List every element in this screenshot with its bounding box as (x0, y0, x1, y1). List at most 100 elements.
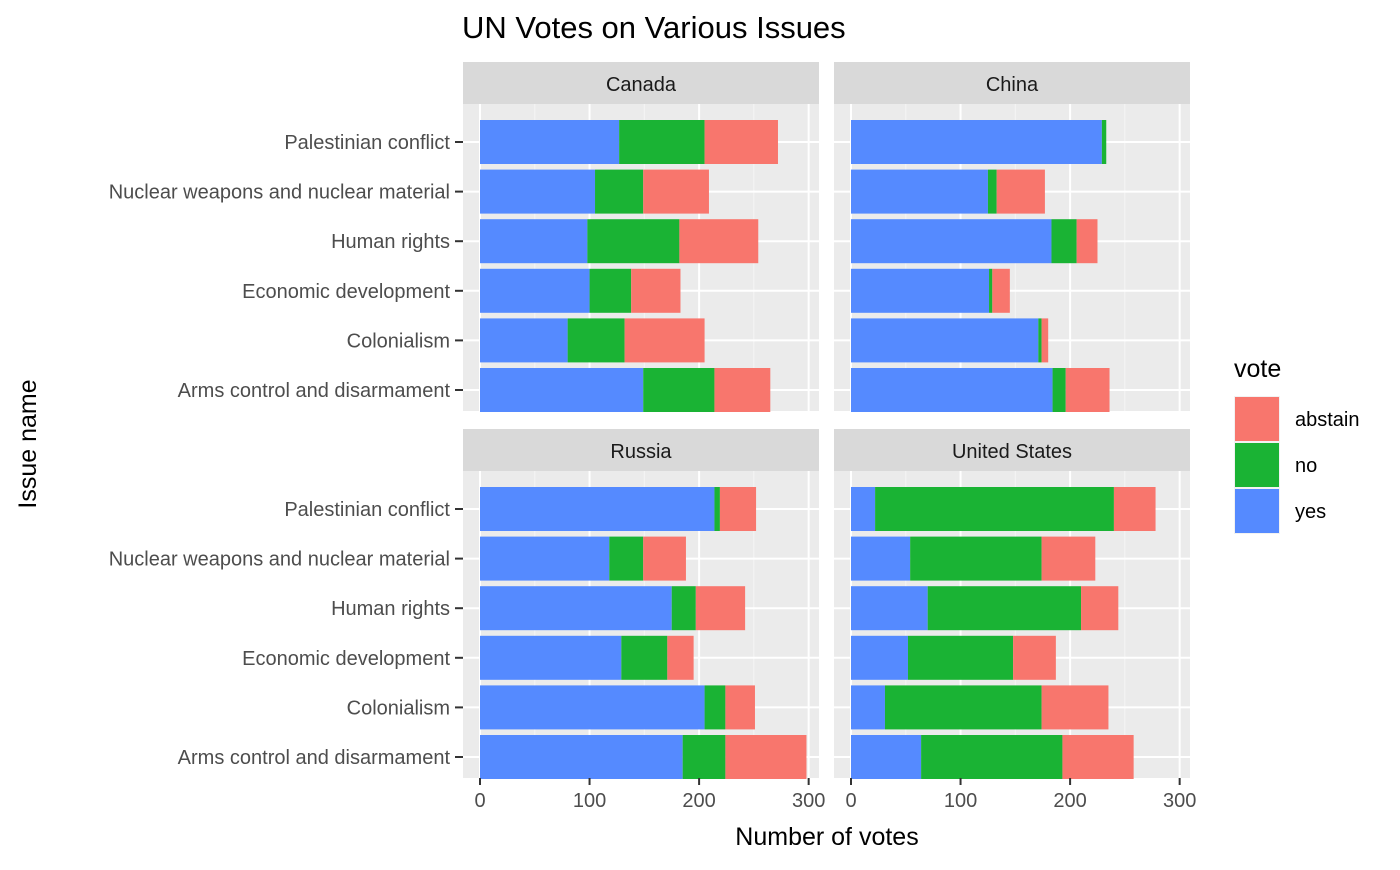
bar-yes-arms-control-and-disarmament (851, 735, 922, 779)
bar-yes-colonialism (851, 318, 1039, 363)
bar-abstain-colonialism (725, 685, 755, 730)
legend-title: vote (1234, 355, 1281, 383)
bar-no-arms-control-and-disarmament (643, 368, 715, 412)
facet-strip (834, 62, 1190, 104)
bar-no-palestinian-conflict (1101, 120, 1107, 164)
bar-no-economic-development (907, 635, 1014, 680)
bar-abstain-palestinian-conflict (719, 487, 757, 531)
legend: vote abstain no yes (1234, 355, 1360, 534)
bar-no-colonialism (1038, 318, 1042, 363)
x-tick-label: 200 (1053, 790, 1086, 812)
legend-label-abstain: abstain (1295, 409, 1360, 431)
bar-abstain-economic-development (667, 635, 694, 680)
y-tick-label: Economic development (242, 281, 450, 303)
facet-strip (463, 429, 819, 471)
bar-no-human-rights (587, 219, 680, 264)
facet-panel-russia: Russia Palestinian conflict Nuclear weapon… (109, 429, 825, 812)
bar-abstain-human-rights (695, 586, 746, 631)
x-tick-label: 0 (474, 790, 485, 812)
bar-abstain-human-rights (679, 219, 759, 264)
bar-no-economic-development (589, 268, 632, 313)
y-tick-label: Human rights (331, 231, 450, 253)
bar-yes-human-rights (480, 219, 588, 264)
x-tick-label: 300 (792, 790, 825, 812)
bar-no-arms-control-and-disarmament (682, 735, 726, 779)
bar-no-human-rights (927, 586, 1082, 631)
bar-no-nuclear-weapons-and-nuclear-material (609, 536, 644, 581)
bar-abstain-arms-control-and-disarmament (1062, 735, 1134, 779)
y-tick-label: Arms control and disarmament (178, 380, 451, 402)
x-axis-title: Number of votes (735, 823, 918, 851)
bar-yes-human-rights (480, 586, 672, 631)
bar-no-colonialism (884, 685, 1042, 730)
facet-panels: Canada Palestinian conflict Nuclear weapon… (109, 62, 1196, 812)
bar-abstain-nuclear-weapons-and-nuclear-material (1041, 536, 1096, 581)
facet-strip-label: China (986, 74, 1039, 96)
bar-yes-nuclear-weapons-and-nuclear-material (480, 536, 610, 581)
facet-strip-label: Russia (610, 441, 672, 463)
bar-no-human-rights (671, 586, 696, 631)
bar-no-nuclear-weapons-and-nuclear-material (910, 536, 1042, 581)
y-tick-label: Economic development (242, 648, 450, 670)
bar-no-nuclear-weapons-and-nuclear-material (595, 169, 644, 214)
x-tick-label: 0 (845, 790, 856, 812)
y-tick-label: Nuclear weapons and nuclear material (109, 182, 450, 204)
facet-strip (834, 429, 1190, 471)
bar-abstain-economic-development (992, 268, 1010, 313)
y-tick-label: Arms control and disarmament (178, 747, 451, 769)
bar-yes-economic-development (851, 268, 990, 313)
facet-strip (463, 62, 819, 104)
bar-yes-colonialism (480, 685, 705, 730)
facet-strip-label: United States (952, 441, 1072, 463)
bar-no-arms-control-and-disarmament (1052, 368, 1066, 412)
bar-yes-nuclear-weapons-and-nuclear-material (480, 169, 596, 214)
y-tick-label: Palestinian conflict (284, 132, 450, 154)
x-tick-label: 100 (944, 790, 977, 812)
y-tick-label: Colonialism (347, 330, 450, 352)
bar-yes-human-rights (851, 219, 1052, 264)
bar-abstain-human-rights (1076, 219, 1098, 264)
facet-panel-canada: Canada Palestinian conflict Nuclear weapon… (109, 62, 819, 412)
bar-no-colonialism (567, 318, 625, 363)
bar-yes-palestinian-conflict (480, 487, 715, 531)
y-axis-title: Issue name (14, 379, 42, 508)
bar-abstain-arms-control-and-disarmament (714, 368, 771, 412)
facet-strip-label: Canada (606, 74, 677, 96)
bar-abstain-arms-control-and-disarmament (725, 735, 807, 779)
legend-key-no (1235, 443, 1279, 487)
legend-key-abstain (1235, 397, 1279, 441)
bar-yes-palestinian-conflict (851, 487, 876, 531)
bar-abstain-nuclear-weapons-and-nuclear-material (643, 536, 686, 581)
bar-yes-palestinian-conflict (851, 120, 1102, 164)
bar-no-economic-development (989, 268, 993, 313)
bar-yes-economic-development (851, 635, 908, 680)
bar-yes-human-rights (851, 586, 928, 631)
y-tick-label: Nuclear weapons and nuclear material (109, 549, 450, 571)
x-tick-label: 300 (1163, 790, 1196, 812)
bar-abstain-human-rights (1081, 586, 1119, 631)
bar-yes-palestinian-conflict (480, 120, 620, 164)
bar-no-colonialism (704, 685, 726, 730)
bar-abstain-nuclear-weapons-and-nuclear-material (643, 169, 709, 214)
bar-yes-colonialism (480, 318, 568, 363)
legend-label-no: no (1295, 455, 1317, 477)
y-tick-label: Human rights (331, 598, 450, 620)
x-tick-label: 200 (682, 790, 715, 812)
bar-abstain-palestinian-conflict (704, 120, 778, 164)
bar-no-economic-development (621, 635, 668, 680)
bar-yes-economic-development (480, 635, 622, 680)
y-tick-label: Palestinian conflict (284, 499, 450, 521)
bar-no-human-rights (1051, 219, 1077, 264)
facet-panel-china: China (834, 62, 1190, 412)
bar-abstain-colonialism (1041, 318, 1049, 363)
bar-yes-nuclear-weapons-and-nuclear-material (851, 169, 988, 214)
bar-yes-colonialism (851, 685, 885, 730)
y-tick-label: Colonialism (347, 697, 450, 719)
bar-abstain-palestinian-conflict (1113, 487, 1156, 531)
x-tick-label: 100 (573, 790, 606, 812)
bar-abstain-arms-control-and-disarmament (1065, 368, 1110, 412)
bar-no-arms-control-and-disarmament (921, 735, 1063, 779)
bar-yes-arms-control-and-disarmament (851, 368, 1053, 412)
